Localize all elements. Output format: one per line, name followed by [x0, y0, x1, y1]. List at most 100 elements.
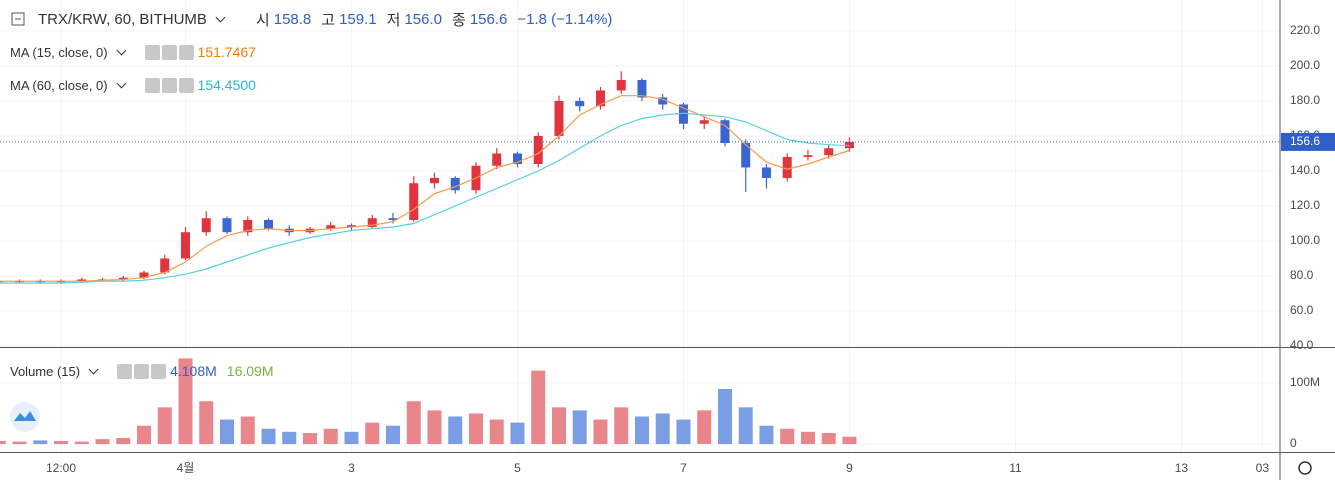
- volume-bar: [385, 425, 400, 445]
- candle-body: [367, 218, 377, 227]
- candle-body: [782, 156, 792, 178]
- ma-name[interactable]: MA (60, close, 0): [10, 77, 108, 93]
- candle-body: [409, 183, 419, 220]
- volume-bar: [510, 422, 525, 445]
- ma-value: 154.4500: [197, 77, 256, 93]
- volume-bar: [489, 419, 504, 445]
- x-tick-label: 7: [680, 461, 687, 475]
- candle-body: [533, 135, 543, 164]
- candle-body: [678, 104, 688, 124]
- volume-value: 4.108M: [170, 363, 217, 379]
- x-tick-label: 4월: [177, 461, 195, 475]
- candle-body: [180, 232, 190, 259]
- candle-body: [699, 120, 709, 124]
- volume-bar: [593, 419, 608, 445]
- y-tick-label: 200.0: [1290, 58, 1320, 72]
- volume-bar: [219, 419, 234, 445]
- volume-bar: [199, 401, 214, 445]
- ma-name[interactable]: MA (15, close, 0): [10, 44, 108, 60]
- logo-icon: [14, 411, 36, 421]
- ma-icons[interactable]: [144, 77, 194, 93]
- volume-bar: [448, 416, 463, 445]
- candle-body: [595, 90, 605, 107]
- candle-body: [720, 120, 730, 143]
- volume-bar: [54, 440, 69, 445]
- candle-body: [844, 141, 854, 149]
- volume-icons[interactable]: [117, 363, 167, 379]
- ohlc-label: 종: [452, 12, 466, 29]
- ma-line: [0, 95, 850, 282]
- volume-bar: [717, 388, 732, 445]
- ma-icons[interactable]: [144, 44, 194, 60]
- volume-bar: [427, 410, 442, 445]
- x-tick-label: 5: [514, 461, 521, 475]
- y-tick-label: 80.0: [1290, 268, 1314, 282]
- candle-body: [118, 277, 128, 280]
- volume-name[interactable]: Volume (15): [10, 363, 81, 379]
- x-tick-label: 13: [1175, 461, 1189, 475]
- volume-bar: [406, 401, 421, 445]
- volume-bar: [240, 416, 255, 445]
- candle-body: [637, 79, 647, 98]
- ohlc-value: 159.1: [339, 11, 377, 28]
- volume-tick-label: 0: [1290, 436, 1297, 450]
- volume-bar: [344, 431, 359, 445]
- volume-bar: [178, 358, 193, 445]
- y-tick-label: 120.0: [1290, 198, 1320, 212]
- ohlc-value: 156.6: [469, 11, 508, 28]
- logo: [10, 402, 40, 432]
- candle-body: [263, 219, 273, 229]
- candle-body: [512, 153, 522, 164]
- candle-body: [575, 100, 585, 107]
- candle-body: [429, 177, 439, 184]
- candle-body: [222, 218, 232, 233]
- y-tick-label: 100.0: [1290, 233, 1320, 247]
- volume-bar: [365, 422, 380, 445]
- volume-bar: [323, 428, 338, 445]
- ohlc-label: 고: [321, 12, 336, 29]
- volume-bar: [614, 407, 629, 445]
- x-tick-label: 9: [846, 461, 853, 475]
- volume-bar: [116, 437, 131, 445]
- volume-bar: [74, 441, 89, 445]
- y-tick-label: 60.0: [1290, 303, 1314, 317]
- candle-body: [761, 167, 771, 178]
- candle-body: [139, 272, 149, 278]
- volume-bar: [842, 436, 857, 445]
- last-price-label: 156.6: [1290, 134, 1320, 148]
- x-tick-label: 11: [1009, 461, 1022, 475]
- volume-bar: [302, 433, 317, 445]
- volume-bar: [12, 441, 27, 445]
- axes: 40.060.080.0100.0120.0140.0160.0180.0200…: [46, 23, 1335, 475]
- volume-bar: [821, 433, 836, 445]
- volume-bar: [95, 439, 110, 445]
- collapse-icon[interactable]: [11, 12, 25, 26]
- volume-bar: [697, 410, 712, 445]
- volume-tick-label: 100M: [1290, 375, 1320, 389]
- volume-bar: [676, 419, 691, 445]
- ohlc-value: 158.8: [273, 11, 312, 28]
- ohlc-value: 156.0: [404, 11, 442, 28]
- volume-bar: [780, 428, 795, 445]
- change-value: −1.8 (−1.14%): [517, 11, 613, 28]
- ohlc-label: 저: [386, 12, 401, 29]
- volume-bar: [157, 407, 172, 445]
- volume-bar: [738, 407, 753, 445]
- candle-body: [803, 155, 813, 157]
- volume-bar: [531, 370, 546, 445]
- candle-body: [492, 153, 502, 166]
- candle-body: [741, 142, 751, 168]
- ohlc-label: 시: [255, 12, 270, 29]
- y-tick-label: 180.0: [1290, 93, 1320, 107]
- settings-icon[interactable]: [1298, 461, 1312, 475]
- candle-body: [388, 218, 398, 220]
- y-tick-label: 140.0: [1290, 163, 1320, 177]
- candle-body: [658, 97, 668, 105]
- volume-bar: [136, 425, 151, 445]
- last-price-badge: [1281, 132, 1335, 151]
- candle-body: [77, 279, 87, 282]
- volume-bar: [655, 413, 670, 445]
- y-tick-label: 40.0: [1290, 338, 1314, 352]
- candle-body: [346, 225, 356, 227]
- symbol-title[interactable]: TRX/KRW, 60, BITHUMB: [38, 11, 207, 28]
